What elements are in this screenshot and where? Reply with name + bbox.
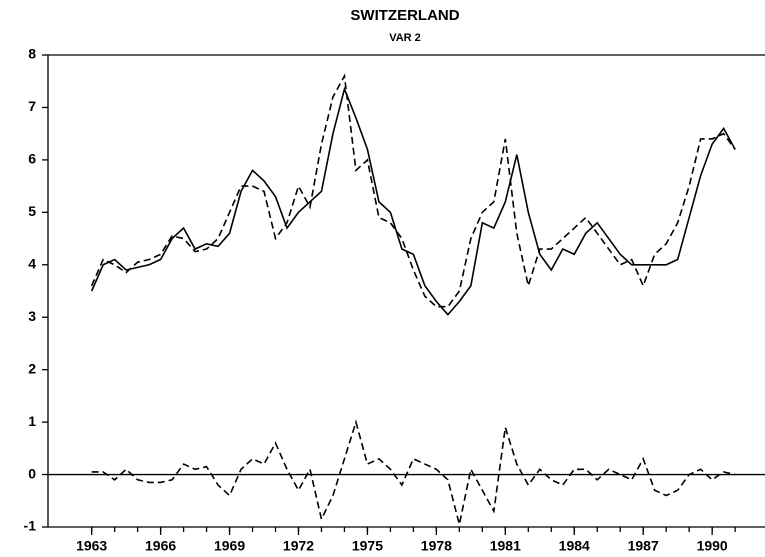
y-tick-label: -1 — [24, 518, 37, 534]
y-tick-label: 8 — [28, 46, 36, 62]
y-tick-label: 4 — [28, 255, 36, 271]
x-tick-label: 1984 — [559, 538, 590, 554]
y-tick-label: 2 — [28, 360, 36, 376]
x-tick-label: 1978 — [421, 538, 452, 554]
y-tick-label: 3 — [28, 308, 36, 324]
x-tick-label: 1987 — [628, 538, 659, 554]
x-tick-label: 1963 — [76, 538, 107, 554]
x-tick-label: 1969 — [214, 538, 245, 554]
y-tick-label: 6 — [28, 151, 36, 167]
x-tick-label: 1981 — [490, 538, 521, 554]
series-line — [90, 86, 736, 316]
y-tick-label: 7 — [28, 98, 36, 114]
y-tick-label: 5 — [28, 203, 36, 219]
x-tick-label: 1990 — [697, 538, 728, 554]
series-line — [91, 419, 736, 525]
x-tick-label: 1966 — [145, 538, 176, 554]
x-tick-label: 1972 — [283, 538, 314, 554]
chart-title: SWITZERLAND — [350, 7, 459, 24]
y-tick-label: 1 — [28, 413, 36, 429]
series-line — [90, 73, 736, 308]
y-tick-label: 0 — [28, 465, 36, 481]
x-tick-label: 1975 — [352, 538, 383, 554]
chart-subtitle: VAR 2 — [389, 32, 421, 44]
